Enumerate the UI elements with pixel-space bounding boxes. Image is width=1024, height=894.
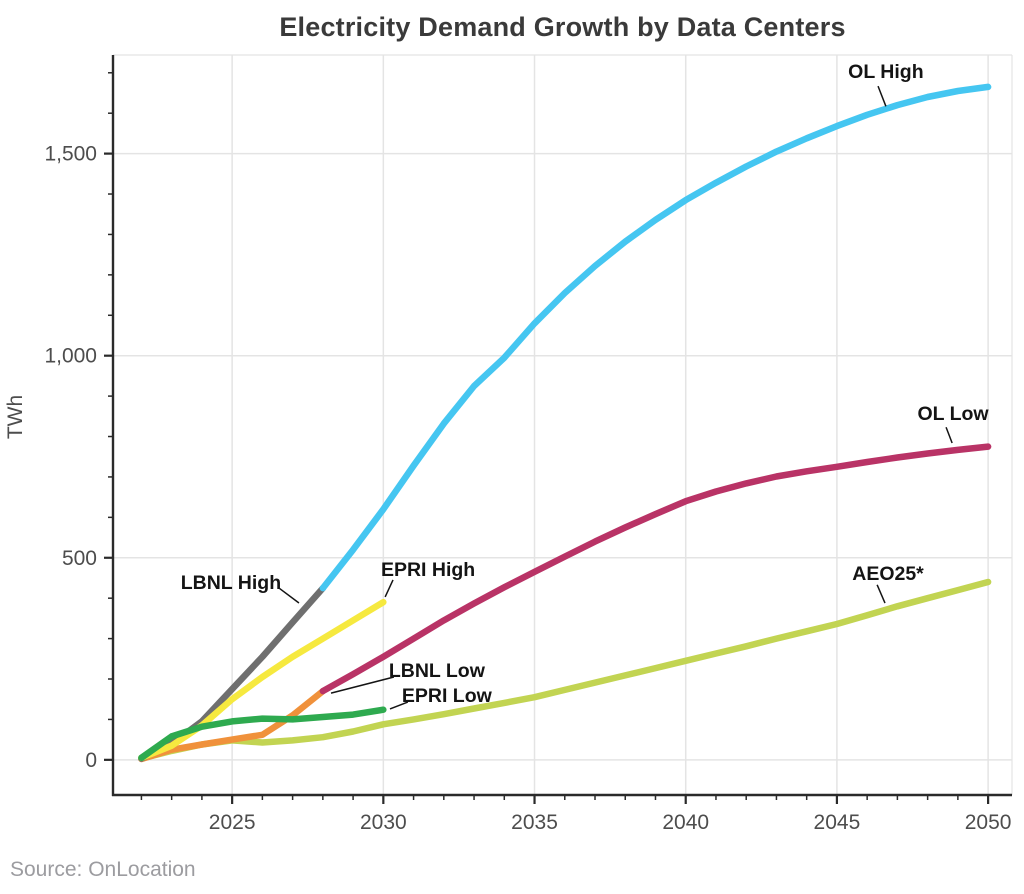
annotation-labels: OL High OL Low AEO25* LBNL High EPRI High LBN… [181,61,990,707]
annotation-epri-high: EPRI High [381,559,475,581]
annotation-leader-aeo25 [876,584,886,604]
annotation-leader-lbnl-high [278,587,300,604]
line-epri-high [138,598,387,762]
y-tick-label: 1,500 [44,143,97,166]
annotation-lbnl-high: LBNL High [181,572,281,594]
x-tick-label: 2025 [209,811,256,834]
line-aeo25 [138,578,992,762]
y-tick-label: 1,000 [44,345,97,368]
annotation-leader-epri-high [384,579,394,598]
plot-frame [113,54,1013,795]
x-tick-label: 2030 [360,811,407,834]
annotation-leader-ol-low [945,426,953,444]
line-ol-low [319,443,992,695]
chart-title: Electricity Demand Growth by Data Center… [279,12,846,42]
annotation-leaders [278,85,953,710]
annotation-ol-low: OL Low [917,403,989,425]
line-ol-high [319,83,992,592]
annotation-ol-high: OL High [848,61,923,83]
annotation-leader-epri-low [389,701,409,710]
annotation-lbnl-low: LBNL Low [389,660,486,682]
tick-labels: 2025 2030 2035 2040 2045 2050 0 500 1,000 1,500 [44,143,1011,834]
x-tick-label: 2035 [511,811,558,834]
annotation-leader-lbnl-low [330,676,395,694]
line-epri-low [138,706,387,762]
x-tick-label: 2050 [965,811,1012,834]
y-tick-label: 500 [62,547,97,570]
y-axis-title: TWh [4,395,27,439]
annotation-aeo25: AEO25* [852,563,924,585]
x-tick-label: 2045 [814,811,861,834]
series-lines [138,83,992,763]
y-tick-label: 0 [85,749,97,772]
annotation-leader-ol-high [877,85,887,107]
axis-ticks [104,72,990,804]
source-caption: Source: OnLocation [10,858,196,881]
annotation-epri-low: EPRI Low [402,685,493,707]
x-tick-label: 2040 [662,811,709,834]
line-lbnl-low [138,687,327,763]
